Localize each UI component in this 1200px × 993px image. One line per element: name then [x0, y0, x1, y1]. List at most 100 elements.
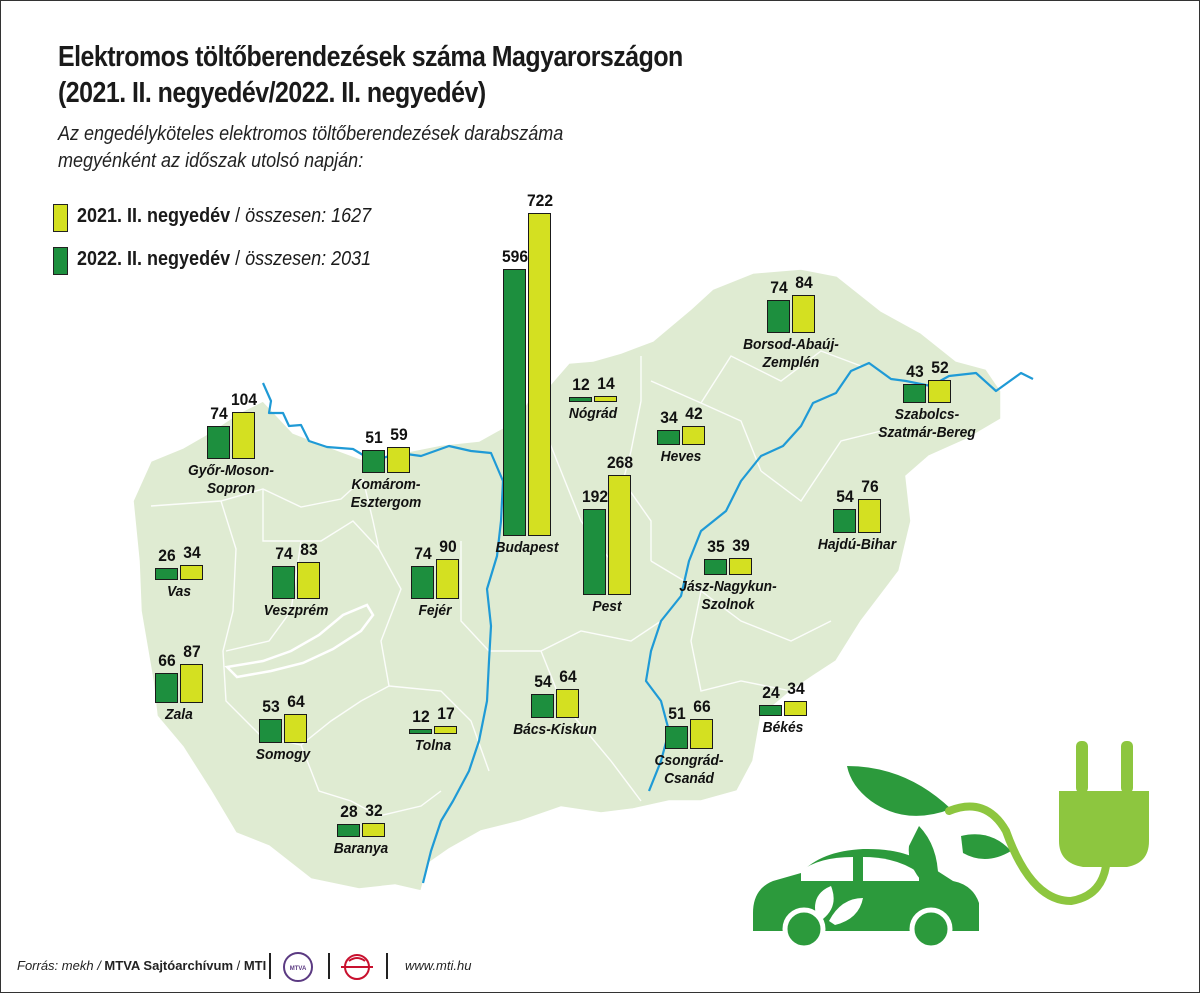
bar-komarom-esztergom-2021: [362, 450, 385, 473]
hungary-map-shape: [132, 268, 1002, 892]
bar-hajdu-bihar-2022: [858, 498, 881, 533]
legend-text-2022: 2022. II. negyedév / összesen: 2031: [77, 248, 371, 271]
county-label-baranya: Baranya: [287, 840, 434, 858]
bar-zala-2022: [180, 664, 203, 703]
value-label-hajdu-bihar-2021: 54: [835, 486, 854, 506]
county-label-line: Nógrád: [568, 405, 618, 422]
value-label-szabolcs-szatmar-bereg-2021: 43: [905, 361, 924, 381]
county-label-hajdu-bihar: Hajdú-Bihar: [783, 536, 930, 554]
bar-zala-2021: [155, 673, 178, 703]
county-label-bacs-kiskun: Bács-Kiskun: [481, 721, 628, 739]
county-label-pest: Pest: [533, 598, 680, 616]
bar-csongrad-csanad-2021: [665, 726, 688, 749]
county-label-line: Jász-Nagykun-: [679, 578, 777, 595]
county-label-line: Budapest: [495, 539, 559, 556]
danube-river: [261, 382, 505, 884]
value-label-veszprem-2022: 83: [299, 539, 318, 559]
value-label-nograd-2022: 14: [596, 373, 615, 393]
county-label-line: Tolna: [414, 737, 452, 754]
county-label-gyor-moson-sopron: Győr-Moson- Sopron: [157, 462, 304, 498]
legend-swatch-2021: [53, 204, 68, 232]
plug-prong-icon: [1076, 741, 1088, 793]
value-label-heves-2021: 34: [659, 407, 678, 427]
value-label-budapest-2021: 596: [501, 246, 528, 266]
bar-borsod-abauj-zemplen-2022: [792, 295, 815, 333]
county-label-line: Vas: [166, 583, 192, 600]
county-label-jasz-nagykun-szolnok: Jász-Nagykun- Szolnok: [654, 578, 801, 614]
value-label-jasz-nagykun-szolnok-2021: 35: [706, 537, 725, 557]
plug-icon: [1059, 791, 1149, 867]
value-label-zala-2021: 66: [157, 651, 176, 671]
value-label-vas-2021: 26: [157, 546, 176, 566]
county-label-line: Zala: [165, 706, 193, 723]
bar-borsod-abauj-zemplen-2021: [767, 299, 790, 333]
bar-fejer-2021: [411, 565, 434, 599]
bar-gyor-moson-sopron-2022: [232, 412, 255, 459]
footer-agency: MTI: [243, 958, 267, 973]
bar-gyor-moson-sopron-2021: [207, 425, 230, 459]
bar-veszprem-2022: [297, 561, 320, 599]
bar-hajdu-bihar-2021: [833, 508, 856, 533]
county-label-line: Fejér: [418, 602, 452, 619]
county-label-line: Somogy: [255, 746, 311, 763]
county-label-line: Békés: [762, 719, 804, 736]
county-label-borsod-abauj-zemplen: Borsod-Abaúj- Zemplén: [717, 336, 864, 372]
county-label-veszprem: Veszprém: [222, 602, 369, 620]
ev-charging-icon: [753, 741, 1149, 951]
footer-url: www.mti.hu: [405, 958, 472, 973]
legend-total-2021: összesen: 1627: [245, 205, 372, 227]
value-label-fejer-2021: 74: [413, 543, 432, 563]
legend-label-2021: 2021. II. negyedév: [77, 205, 231, 227]
bar-csongrad-csanad-2022: [690, 719, 713, 749]
county-label-zala: Zala: [105, 706, 252, 724]
bar-szabolcs-szatmar-bereg-2022: [928, 379, 951, 403]
county-label-line: Zemplén: [762, 354, 820, 371]
county-label-line: Csanád: [664, 770, 714, 787]
subtitle-line-2: megyénként az időszak utolsó napján:: [58, 150, 364, 172]
county-label-line: Sopron: [206, 480, 256, 497]
wheel-icon: [909, 907, 953, 951]
mtva-logo-text: MTVA: [290, 966, 307, 972]
chart-subtitle: Az engedélyköteles elektromos töltőberen…: [58, 121, 563, 175]
county-label-heves: Heves: [607, 448, 754, 466]
bar-somogy-2022: [284, 714, 307, 743]
rivers: [261, 361, 1034, 884]
legend-text-2021: 2021. II. negyedév / összesen: 1627: [77, 205, 371, 228]
value-label-somogy-2022: 64: [286, 692, 305, 712]
value-label-tolna-2022: 17: [436, 704, 455, 724]
value-label-hajdu-bihar-2022: 76: [860, 476, 879, 496]
bar-pest-2022: [608, 474, 631, 595]
value-label-vas-2022: 34: [182, 542, 201, 562]
county-label-line: Baranya: [333, 840, 389, 857]
bar-vas-2021: [155, 568, 178, 580]
legend-label-2022: 2022. II. negyedév: [77, 248, 231, 270]
county-label-line: Heves: [660, 448, 702, 465]
wheel-icon: [782, 907, 826, 951]
value-label-gyor-moson-sopron-2021: 74: [209, 403, 228, 423]
legend-total-2022: összesen: 2031: [245, 248, 372, 270]
value-label-borsod-abauj-zemplen-2022: 84: [794, 273, 813, 293]
car-leaf-icon: [815, 886, 834, 919]
county-label-nograd: Nógrád: [519, 405, 666, 423]
value-label-gyor-moson-sopron-2022: 104: [230, 390, 257, 410]
county-label-line: Veszprém: [263, 602, 329, 619]
county-label-line: Szatmár-Bereg: [878, 424, 976, 441]
footer-slash-2: /: [233, 958, 244, 973]
county-label-szabolcs-szatmar-bereg: Szabolcs- Szatmár-Bereg: [853, 406, 1000, 442]
county-label-line: Szabolcs-: [894, 406, 960, 423]
value-label-borsod-abauj-zemplen-2021: 74: [769, 277, 788, 297]
bar-komarom-esztergom-2022: [387, 446, 410, 473]
county-label-komarom-esztergom: Komárom- Esztergom: [312, 476, 459, 512]
county-label-tolna: Tolna: [359, 737, 506, 755]
value-label-bekes-2021: 24: [761, 683, 780, 703]
footer-source: Forrás: mekh: [17, 958, 94, 973]
county-label-fejer: Fejér: [361, 602, 508, 620]
mtva-logo: MTVA: [283, 952, 313, 982]
value-label-baranya-2021: 28: [339, 802, 358, 822]
county-label-bekes: Békés: [709, 719, 856, 737]
value-label-pest-2022: 268: [606, 452, 633, 472]
title-line-1: Elektromos töltőberendezések száma Magya…: [58, 41, 683, 73]
value-label-csongrad-csanad-2021: 51: [667, 704, 686, 724]
leaf-icon: [908, 826, 939, 896]
